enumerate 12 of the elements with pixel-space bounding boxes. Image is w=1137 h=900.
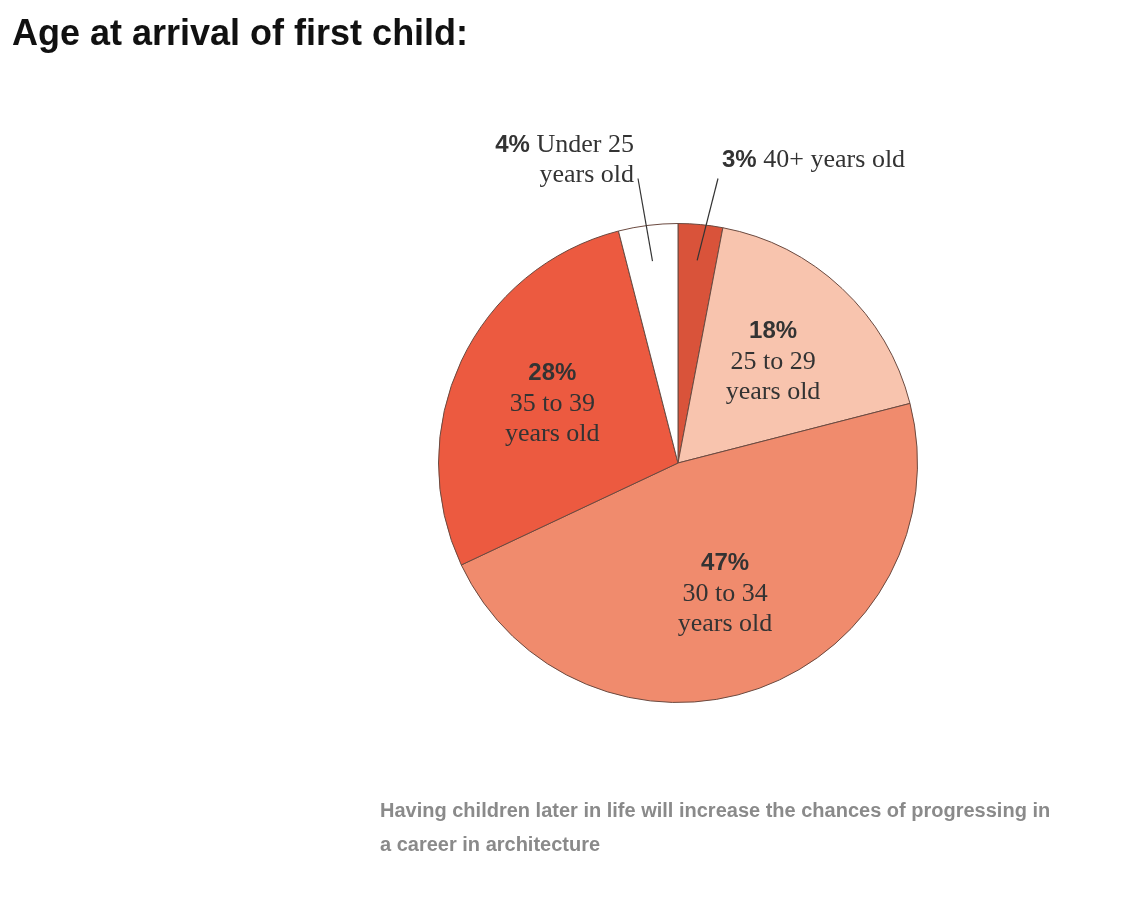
data-label: 3%	[722, 145, 757, 173]
data-label: 18%	[749, 316, 798, 344]
data-label: 47%	[701, 548, 750, 576]
slice-label: 40+ years old	[763, 144, 906, 174]
data-label: 4%	[495, 130, 530, 158]
slice-label: Under 25 years old	[536, 129, 635, 189]
text: Having children later in life will increase the chances of progressing in a career in architecture	[380, 798, 1052, 857]
slice-label: 30 to 34 years old	[677, 577, 773, 637]
chart-title: Age at arrival of first child:	[12, 12, 469, 54]
slice-label: 35 to 39 years old	[505, 387, 600, 447]
data-label: 28%	[528, 358, 577, 386]
slice-label: 25 to 29 years old	[725, 345, 821, 405]
